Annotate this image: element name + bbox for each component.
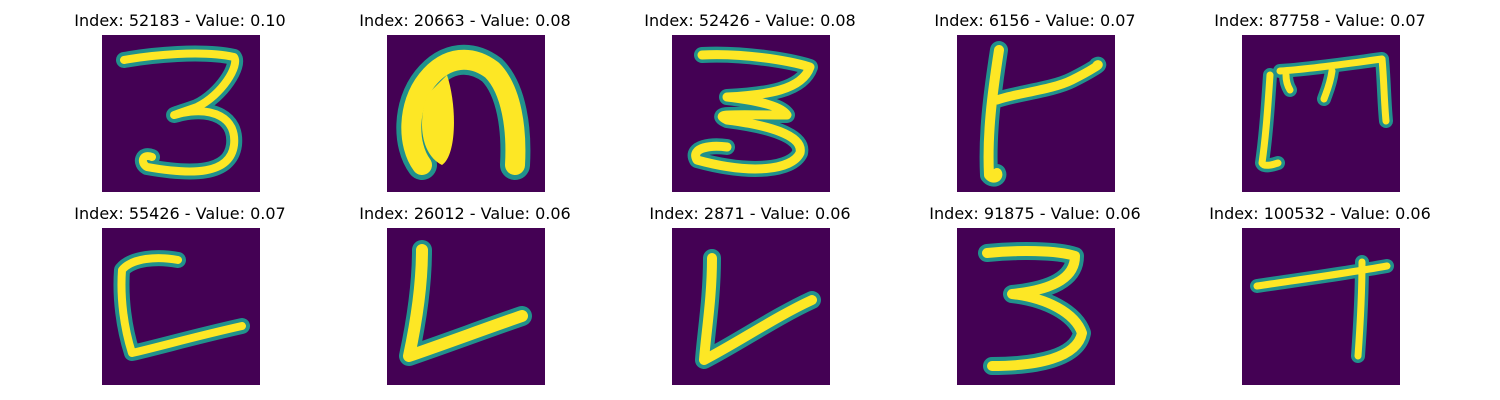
digit-image	[957, 228, 1115, 385]
digit-image	[387, 35, 545, 192]
panel-title: Index: 55426 - Value: 0.07	[74, 204, 286, 223]
digit-image	[1242, 35, 1400, 192]
panel-6: Index: 26012 - Value: 0.06	[325, 193, 605, 385]
digit-image	[387, 228, 545, 385]
panel-title: Index: 20663 - Value: 0.08	[359, 11, 571, 30]
panel-4: Index: 87758 - Value: 0.07	[1180, 0, 1460, 192]
digit-image	[1242, 228, 1400, 385]
panel-0: Index: 52183 - Value: 0.10	[40, 0, 320, 192]
digit-image	[672, 228, 830, 385]
panel-title: Index: 2871 - Value: 0.06	[649, 204, 851, 223]
panel-5: Index: 55426 - Value: 0.07	[40, 193, 320, 385]
panel-9: Index: 100532 - Value: 0.06	[1180, 193, 1460, 385]
panel-title: Index: 52183 - Value: 0.10	[74, 11, 286, 30]
digit-image	[102, 228, 260, 385]
digit-image	[672, 35, 830, 192]
panel-title: Index: 26012 - Value: 0.06	[359, 204, 571, 223]
panel-2: Index: 52426 - Value: 0.08	[610, 0, 890, 192]
digit-image	[957, 35, 1115, 192]
digit-image	[102, 35, 260, 192]
panel-7: Index: 2871 - Value: 0.06	[610, 193, 890, 385]
panel-1: Index: 20663 - Value: 0.08	[325, 0, 605, 192]
panel-title: Index: 100532 - Value: 0.06	[1209, 204, 1431, 223]
panel-8: Index: 91875 - Value: 0.06	[895, 193, 1175, 385]
panel-title: Index: 91875 - Value: 0.06	[929, 204, 1141, 223]
panel-title: Index: 87758 - Value: 0.07	[1214, 11, 1426, 30]
panel-title: Index: 6156 - Value: 0.07	[934, 11, 1136, 30]
panel-title: Index: 52426 - Value: 0.08	[644, 11, 856, 30]
panel-3: Index: 6156 - Value: 0.07	[895, 0, 1175, 192]
